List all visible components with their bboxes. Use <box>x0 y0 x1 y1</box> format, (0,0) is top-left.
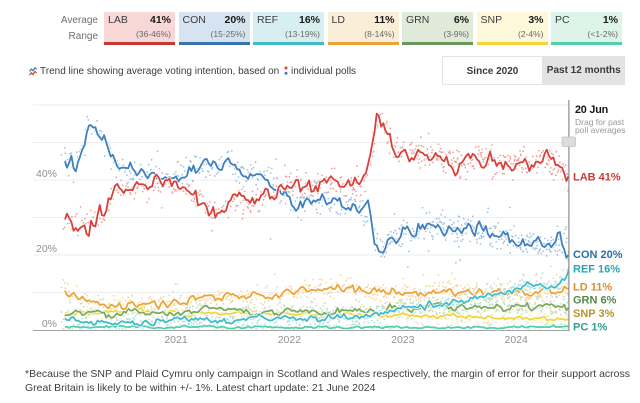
svg-text:SNP 3%: SNP 3% <box>573 308 615 320</box>
svg-text:Drag for past: Drag for past <box>575 117 625 127</box>
svg-text:20 Jun: 20 Jun <box>575 104 608 116</box>
svg-text:CON 20%: CON 20% <box>573 249 623 261</box>
svg-text:2022: 2022 <box>278 334 302 346</box>
svg-text:LAB 41%: LAB 41% <box>573 172 621 184</box>
svg-text:40%: 40% <box>36 168 57 180</box>
svg-text:2024: 2024 <box>505 334 529 346</box>
svg-text:PC 1%: PC 1% <box>573 322 607 334</box>
svg-text:poll averages: poll averages <box>575 125 626 135</box>
svg-text:GRN 6%: GRN 6% <box>573 295 617 307</box>
svg-text:LD 11%: LD 11% <box>573 282 612 294</box>
svg-text:0%: 0% <box>42 318 57 330</box>
svg-text:2021: 2021 <box>164 334 188 346</box>
svg-text:REF 16%: REF 16% <box>573 264 620 276</box>
svg-text:20%: 20% <box>36 243 57 255</box>
svg-text:2023: 2023 <box>391 334 415 346</box>
